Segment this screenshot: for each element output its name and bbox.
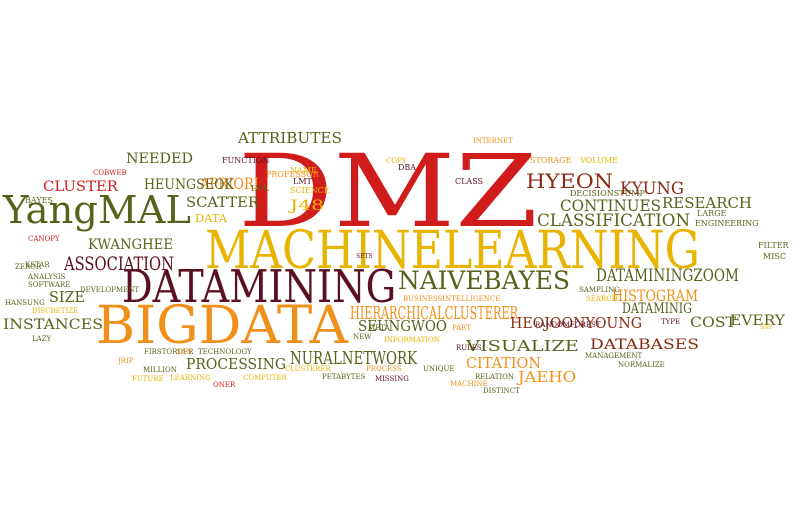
word-meta: META [368, 324, 390, 332]
word-size: SIZE [49, 288, 85, 306]
word-software: SOFTWARE [28, 281, 71, 289]
word-seungwoo: SEUNGWOO [358, 317, 448, 335]
word-kyung: KYUNG [620, 179, 684, 199]
word-large: LARGE [697, 209, 727, 218]
word-development: DEVELOPMENT [80, 286, 140, 294]
word-lmt: LMT [293, 177, 312, 186]
word-bigdata: BIGDATA [96, 296, 348, 356]
word-unique: UNIQUE [423, 365, 455, 373]
word-normalize: NORMALIZE [618, 361, 665, 369]
word-name: NAME [290, 166, 317, 175]
word-classification: CLASSIFICATION [537, 211, 691, 231]
word-machine: MACHINE [450, 380, 488, 388]
word-petabytes: PETABYTES [322, 373, 366, 381]
word-every: EVERY [730, 313, 785, 329]
word-clusterer: CLUSTERER [285, 365, 331, 373]
word-jrip: JRIP [118, 357, 134, 365]
word-zeror: ZEROR [15, 263, 42, 271]
word-needed: NEEDED [126, 151, 193, 167]
word-hierarchicalclusterer: HIERARCHICALCLUSTERER [350, 303, 519, 324]
word-apriori: APRIORI [200, 174, 259, 193]
word-yangmal: YangMAL [3, 188, 191, 232]
word-businessintelligence: BUSINESSINTELLIGENCE [403, 295, 501, 303]
word-professor: PROFESSOR [266, 170, 319, 179]
word-engineering: ENGINEERING [695, 219, 759, 228]
word-type: TYPE [661, 318, 681, 326]
word-firstorder: FIRSTORDER [144, 348, 194, 356]
word-dba: DBA [398, 163, 417, 172]
word-management: MANAGEMENT [585, 352, 643, 360]
word-lazy: LAZY [32, 335, 52, 343]
word-histogram: HISTOGRAM [612, 286, 699, 305]
word-oner: ONER [213, 381, 236, 389]
word-internet: INTERNET [473, 137, 513, 145]
word-cost: COST [690, 315, 737, 331]
word-scatter: SCATTER [186, 195, 260, 211]
word-missing: MISSING [375, 375, 409, 383]
word-volume: VOLUME [580, 156, 618, 165]
word-visualize: VISUALIZE [466, 337, 579, 355]
word-part: PART [452, 324, 471, 332]
word-cobweb: COBWEB [93, 169, 127, 177]
word-hansung: HANSUNG [5, 299, 45, 307]
word-dataminingzoom: DATAMININGZOOM [596, 266, 739, 286]
word-analysis: ANALYSIS [28, 273, 66, 281]
word-sampling: SAMPLING [579, 286, 620, 294]
word-san: SAN [176, 348, 192, 356]
word-nuralnetwork: NURALNETWORK [290, 348, 418, 369]
word-search: SEARCH [586, 295, 618, 303]
word-technology: TECHNOLOGY [198, 348, 252, 356]
word-process: PROCESS [366, 365, 402, 373]
word-datamining: DATAMINING [122, 260, 397, 313]
word-jaeho: JAEHO [518, 368, 577, 386]
word-kstar: KSTAR [25, 261, 50, 269]
word-data: DATA [195, 212, 228, 225]
word-processing: PROCESSING [186, 355, 287, 373]
word-hyeon: HYEON [526, 169, 613, 193]
word-j48: J48 [290, 198, 325, 214]
word-misc: MISC [763, 252, 786, 261]
word-decisionstump: DECISIONSTUMP [570, 189, 645, 198]
word-continues: CONTINUES [560, 196, 662, 215]
word-class: CLASS [455, 177, 484, 186]
word-naivebayes: NAIVEBAYES [398, 266, 571, 295]
word-lwl: LWL [251, 184, 270, 193]
word-sets: SETS [356, 253, 373, 260]
word-million: MILLION [143, 366, 177, 374]
word-heungseok: HEUNGSEOK [144, 177, 234, 193]
word-distinct: DISTINCT [483, 387, 520, 395]
word-relation: RELATION [475, 373, 514, 381]
word-say: SAY [760, 324, 773, 331]
word-discretize: DISCRETIZE [32, 307, 79, 315]
word-bayes: BAYES [25, 196, 53, 205]
word-science: SCIENCE [290, 186, 330, 195]
word-instances: INSTANCES [3, 317, 104, 333]
word-kwanghee: KWANGHEE [88, 237, 174, 253]
word-storage: STORAGE [530, 156, 572, 165]
word-filter: FILTER [758, 241, 789, 250]
word-learning: LEARNING [170, 374, 211, 382]
word-copy: COPY [386, 157, 407, 165]
word-function: FUNCTION [222, 156, 270, 165]
word-association: ASSOCIATION [64, 253, 174, 275]
word-databases: DATABASES [590, 337, 700, 353]
word-heojoonyoung: HEOJOONYOUNG [510, 314, 643, 332]
word-research: RESEARCH [662, 194, 752, 212]
word-canopy: CANOPY [28, 235, 60, 243]
word-cluster: CLUSTER [43, 179, 118, 195]
word-dataminig: DATAMINIG [622, 301, 693, 317]
word-rules: RULES [456, 344, 482, 352]
word-new: NEW [353, 333, 372, 341]
word-randomforest: RANDOMFOREST [535, 321, 601, 329]
word-future: FUTURE [132, 375, 164, 383]
word-dmz: DMZ [238, 133, 538, 250]
word-attributes: ATTRIBUTES [238, 129, 342, 147]
word-machinelearning: MACHINELEARNING [205, 221, 700, 281]
word-information: INFORMATION [384, 336, 440, 344]
word-computer: COMPUTER [243, 374, 287, 382]
word-citation: CITATION [466, 354, 541, 372]
